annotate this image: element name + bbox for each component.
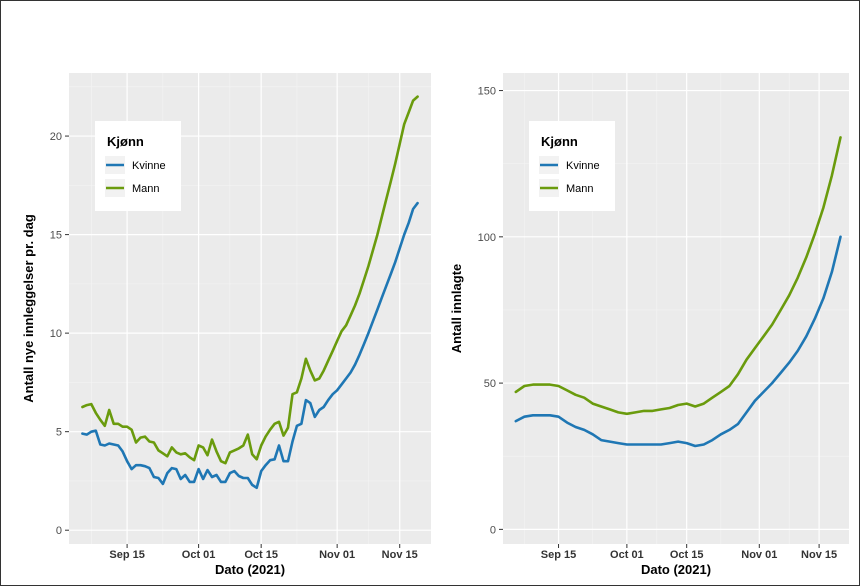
series-line-mann bbox=[81, 95, 419, 465]
series-line-mann bbox=[514, 136, 842, 416]
legend-label: Mann bbox=[132, 183, 160, 195]
legend-title: Kjønn bbox=[107, 134, 144, 149]
y-tick-label: 0 bbox=[490, 524, 496, 536]
y-tick-label: 10 bbox=[50, 328, 62, 340]
y-tick-label: 100 bbox=[478, 232, 496, 244]
x-tick-label: Sep 15 bbox=[541, 549, 576, 561]
y-tick-label: 5 bbox=[56, 427, 62, 439]
x-tick-label: Oct 01 bbox=[182, 549, 216, 561]
x-tick-label: Nov 15 bbox=[801, 549, 837, 561]
legend-label: Mann bbox=[566, 183, 594, 195]
legend: Kjønn Kvinne Mann bbox=[529, 121, 615, 211]
x-tick-label: Oct 01 bbox=[610, 549, 644, 561]
legend-title: Kjønn bbox=[541, 134, 578, 149]
y-tick-label: 0 bbox=[56, 525, 62, 537]
y-axis-title: Antall innlagte bbox=[449, 264, 464, 354]
x-tick-label: Nov 01 bbox=[741, 549, 777, 561]
x-tick-label: Oct 15 bbox=[670, 549, 704, 561]
legend: Kjønn Kvinne Mann bbox=[95, 121, 181, 211]
x-tick-label: Oct 15 bbox=[244, 549, 278, 561]
series-line-kvinne bbox=[81, 201, 419, 490]
panel-1: 0 5 10 15 20 Sep 15 Oct 01 Oct 15 Nov 01 Nov 15 Da… bbox=[21, 73, 431, 577]
x-tick-label: Nov 01 bbox=[319, 549, 355, 561]
x-axis-title: Dato (2021) bbox=[641, 562, 711, 577]
y-tick-label: 20 bbox=[50, 131, 62, 143]
y-tick-label: 150 bbox=[478, 86, 496, 98]
y-tick-label: 15 bbox=[50, 230, 62, 242]
legend-label: Kvinne bbox=[566, 160, 600, 172]
x-tick-label: Nov 15 bbox=[382, 549, 418, 561]
x-tick-label: Sep 15 bbox=[109, 549, 144, 561]
series-line-kvinne bbox=[514, 235, 842, 448]
legend-label: Kvinne bbox=[132, 160, 166, 172]
x-axis-title: Dato (2021) bbox=[215, 562, 285, 577]
y-tick-label: 50 bbox=[484, 378, 496, 390]
y-axis-title: Antall nye innleggelser pr. dag bbox=[21, 214, 36, 403]
panel-2: 0 50 100 150 Sep 15 Oct 01 Oct 15 Nov 01 Nov 15 D… bbox=[449, 73, 849, 577]
